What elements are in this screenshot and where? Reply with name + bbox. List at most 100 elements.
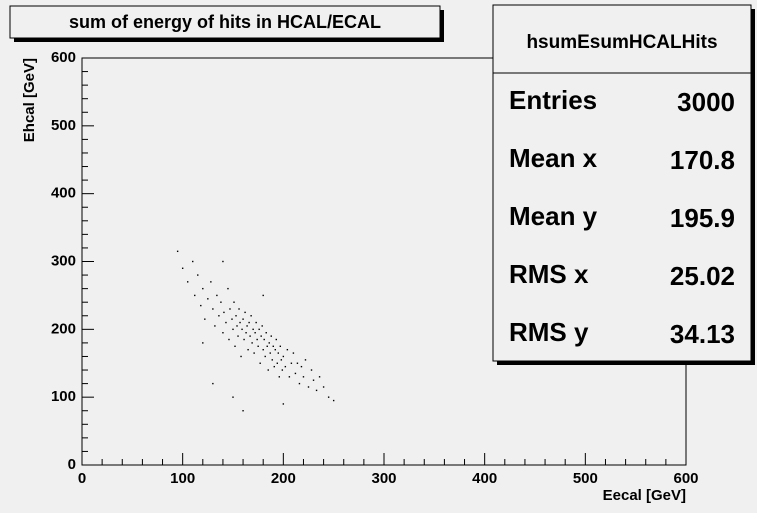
point [322, 386, 325, 388]
point [212, 382, 214, 385]
point [202, 287, 204, 290]
point [237, 335, 239, 337]
point [270, 335, 272, 337]
point [192, 260, 194, 263]
point [241, 328, 243, 331]
points [176, 250, 335, 412]
x-tick-label: 0 [78, 470, 86, 487]
point [327, 396, 330, 398]
point [207, 298, 209, 300]
point [275, 338, 277, 341]
x-axis-label: Eecal [GeV] [603, 487, 686, 504]
point [332, 399, 335, 402]
point [252, 328, 254, 331]
point [242, 410, 244, 412]
point [280, 359, 283, 361]
y-tick-label: 200 [51, 320, 76, 337]
point [240, 355, 242, 358]
y-tick-label: 100 [51, 388, 76, 405]
point [286, 348, 289, 351]
point [200, 304, 202, 307]
x-tick-label: 100 [170, 470, 195, 487]
point [277, 352, 279, 354]
point [273, 365, 275, 368]
point [248, 321, 250, 324]
point [229, 308, 231, 310]
point [261, 325, 263, 327]
point [271, 359, 273, 361]
stats-box [492, 4, 752, 362]
point [302, 376, 305, 378]
point [315, 389, 318, 392]
point [235, 315, 237, 317]
point [298, 382, 301, 385]
point [232, 328, 234, 331]
point [222, 332, 224, 334]
point [228, 338, 230, 341]
x-tick-label: 600 [673, 470, 698, 487]
point [245, 332, 247, 334]
stats-value: 3000 [677, 87, 735, 117]
point [281, 369, 284, 371]
y-tick-label: 300 [51, 252, 76, 269]
point [233, 301, 235, 303]
point [257, 345, 259, 347]
point [294, 372, 297, 375]
point [278, 376, 281, 378]
stats-value: 195.9 [670, 203, 735, 233]
stats-name: hsumEsumHCALHits [526, 32, 717, 53]
point [266, 345, 268, 347]
point [312, 379, 315, 381]
point [260, 335, 262, 337]
x-tick-label: 300 [371, 470, 396, 487]
point [187, 281, 189, 283]
point [176, 250, 179, 253]
stats-label: Mean y [509, 201, 598, 231]
point [255, 321, 257, 324]
stats-value: 34.13 [670, 319, 735, 349]
y-tick-label: 0 [68, 456, 76, 473]
stats-label: RMS y [509, 317, 589, 347]
point [269, 352, 271, 354]
stats-value: 25.02 [670, 261, 735, 291]
y-tick-label: 500 [51, 117, 76, 134]
point [267, 369, 269, 371]
x-tick-label: 200 [271, 470, 296, 487]
point [304, 359, 307, 361]
point [216, 294, 218, 297]
stats-label: Entries [509, 85, 597, 115]
point [262, 294, 264, 297]
point [274, 348, 276, 351]
x-tick-label: 400 [472, 470, 497, 487]
point [284, 365, 287, 368]
title-box [9, 5, 441, 39]
point [279, 345, 282, 347]
point [256, 338, 258, 341]
x-tick-label: 500 [573, 470, 598, 487]
point [210, 281, 212, 283]
point [227, 287, 229, 290]
point [268, 342, 270, 344]
y-tick-label: 600 [51, 49, 76, 66]
point [250, 315, 252, 317]
point [181, 267, 184, 269]
point [232, 396, 234, 398]
point [202, 342, 204, 344]
point [292, 352, 295, 354]
point [282, 403, 285, 405]
point [194, 294, 196, 297]
point [212, 308, 214, 310]
point [296, 362, 299, 364]
point [300, 365, 303, 368]
point [234, 345, 236, 347]
point [247, 348, 249, 351]
point [218, 315, 220, 317]
point [246, 325, 248, 327]
point [276, 362, 278, 364]
chart-title: sum of energy of hits in HCAL/ECAL [69, 12, 381, 32]
point [223, 311, 225, 314]
point [251, 342, 253, 344]
point [290, 362, 293, 364]
point [265, 332, 267, 334]
point [243, 338, 245, 341]
